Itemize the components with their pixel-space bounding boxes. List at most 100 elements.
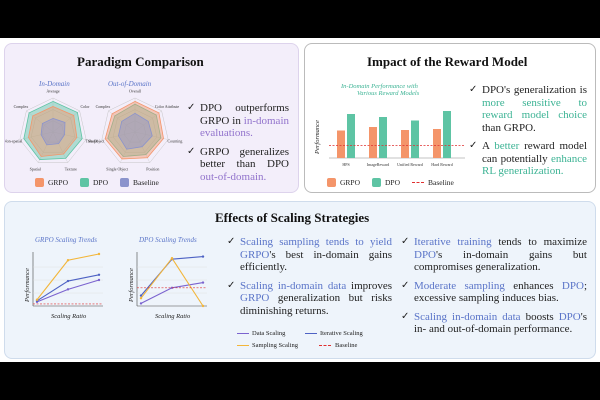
legend-dpo: DPO [385,178,401,187]
legend-dpo: DPO [93,178,109,187]
legend-swatch-grpo [327,178,336,187]
radar-axis-label: Average [46,89,59,94]
radar-spoke [26,110,54,133]
bar-dpo [379,117,387,158]
dpo-trends-title: DPO Scaling Trends [139,236,197,244]
legend-swatch-grpo [35,178,44,187]
radar-spoke [19,131,54,140]
radar-axis-label: Complex [14,104,29,109]
legend-baseline-line [412,182,425,183]
radar-axis-label: Complex [96,104,111,109]
radar-series-dpo [23,100,83,160]
radar-charts: Average Color Shape Texture Spatial Non-spati… [5,89,183,172]
series-line [140,256,204,296]
series-point [201,255,205,258]
series-point [66,279,70,283]
radar-axis-label: Color [80,104,90,109]
reward-legend: GRPO DPO Baseline [327,178,466,187]
radar-axis-label: Spatial [30,166,42,171]
in-domain-label: In-Domain [39,80,70,88]
radar-series-dpo [107,103,162,157]
bar-grpo [337,130,345,158]
reward-model-panel: Impact of the Reward Model In-Domain Per… [304,43,596,193]
paradigm-bullet: DPO outperforms GRPO in in-domain evalua… [187,102,289,140]
bar-grpo [369,127,377,158]
reward-bar-chart: Performance HPS ImageReward Unified Reward… [314,111,465,167]
series-point [66,259,70,262]
bar-dpo [347,114,355,158]
reward-ylabel: Performance [314,120,321,155]
reward-chart-title-2: Various Reward Models [357,90,420,97]
radar-axis-label: Texture [65,166,77,171]
bar-dpo [411,120,419,158]
scaling-line-charts: Performance Performance Scaling Ratio Sc… [24,252,207,320]
legend-data-scaling: Data Scaling [237,330,285,337]
scaling-title: Effects of Scaling Strategies [215,210,370,225]
radar-spoke [38,131,54,163]
x-tick-label: HPS [342,162,349,167]
dpo-lines [136,252,207,308]
scaling-bullet: Iterative training tends to maximize DPO… [401,236,587,274]
scaling-bullet: Scaling in-domain data boosts DPO's in- … [401,311,587,336]
radar-spoke [52,110,80,133]
radar-grid [112,109,158,153]
radar-axis-label: Position [146,166,159,171]
series-point [139,302,143,305]
scaling-bullet: Scaling sampling tends to yield GRPO's b… [227,236,392,274]
series-point [201,281,205,284]
scaling-bullets-col1: Scaling sampling tends to yield GRPO's b… [227,236,392,323]
legend-baseline: Baseline [428,178,454,187]
grpo-ylabel: Performance [24,268,31,303]
legend-swatch-dpo [372,178,382,187]
legend-iterative-scaling: Iterative Scaling [305,330,363,337]
figure-page: Paradigm Comparison In-Domain Out-of-Dom… [0,38,600,362]
paradigm-comparison-panel: Paradigm Comparison In-Domain Out-of-Dom… [4,43,299,193]
radar-series-grpo [104,100,164,160]
x-tick-label: ImageReward [367,162,389,167]
reward-bullet: DPO's generalization is more sensitive t… [469,84,587,134]
legend-swatch-baseline [120,178,130,187]
series-point [139,297,143,300]
series-point [97,252,101,256]
radar-series-baseline [117,112,153,150]
radar-axis-label: Two Object [86,139,106,144]
legend-sampling-scaling: Sampling Scaling [237,342,298,349]
series-line [36,279,100,303]
grpo-trends-title: GRPO Scaling Trends [35,236,97,244]
radar-grid [41,120,65,143]
dpo-xlabel: Scaling Ratio [155,313,191,320]
radar-series-baseline [40,117,66,146]
series-point [170,256,174,260]
reward-chart-title-1: In-Domain Performance with [341,83,418,90]
radar-series-grpo [28,106,78,157]
radar-axis-label: Color Attribute [155,104,180,109]
radar-grid [101,97,169,163]
radar-grid [123,120,147,143]
paradigm-title: Paradigm Comparison [77,54,204,69]
grpo-lines [32,252,103,307]
scaling-bullet: Scaling in-domain data improves GRPO gen… [227,280,392,318]
scaling-bullet: Moderate sampling enhances DPO; excessiv… [401,280,587,305]
series-point [66,288,70,291]
radar-spoke [134,131,169,140]
series-point [201,304,205,308]
paradigm-bullet: GRPO generalizes better than DPO out-of-… [187,146,289,184]
radar-spoke [52,131,87,140]
legend-grpo: GRPO [48,178,69,187]
radar-grid [30,109,76,153]
bar-grpo [433,129,441,158]
reward-title: Impact of the Reward Model [367,54,528,69]
series-point [139,294,143,297]
radar-spoke [120,131,136,163]
dpo-ylabel: Performance [128,268,135,303]
scaling-bullets-col2: Iterative training tends to maximize DPO… [401,236,587,342]
series-point [35,298,39,301]
legend-baseline: Baseline [133,178,159,187]
scaling-panel: Effects of Scaling Strategies GRPO Scali… [4,201,596,359]
x-tick-label: Unified Reward [397,162,423,167]
reward-bars: HPS ImageReward Unified Reward Hard Reward [329,111,465,167]
radar-axis-label: Shape [88,139,98,144]
radar-spoke [52,131,68,163]
out-domain-label: Out-of-Domain [108,80,152,88]
radar-axis-label: Counting [168,139,183,144]
